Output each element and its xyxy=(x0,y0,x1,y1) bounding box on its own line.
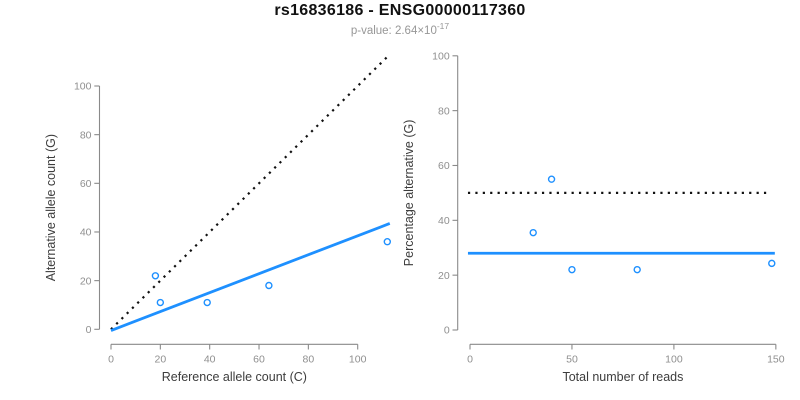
plot-title: rs16836186 - ENSG00000117360 xyxy=(274,2,526,19)
y-tick-label: 80 xyxy=(438,105,450,117)
x-axis-label: Reference allele count (C) xyxy=(162,370,307,384)
x-tick-label: 80 xyxy=(303,354,315,366)
y-tick-label: 40 xyxy=(438,215,450,227)
x-tick-label: 150 xyxy=(767,354,785,366)
x-axis-label: Total number of reads xyxy=(562,370,683,384)
scatter-point xyxy=(633,265,641,274)
y-tick-label: 60 xyxy=(438,160,450,172)
scatter-point xyxy=(768,259,776,268)
pvalue-text: p-value: 2.64×10 xyxy=(350,24,437,37)
fit-line xyxy=(110,222,391,332)
y-axis-label: Alternative allele count (G) xyxy=(44,134,58,281)
scatter-point xyxy=(547,175,556,183)
y-tick-label: 100 xyxy=(74,81,92,93)
y-tick-label: 0 xyxy=(444,325,450,337)
y-tick-label: 60 xyxy=(80,178,92,190)
plot-subtitle: p-value: 2.64×10-17 xyxy=(0,21,800,37)
y-tick-label: 20 xyxy=(438,270,450,282)
scatter-point xyxy=(383,238,392,246)
y-tick-label: 20 xyxy=(80,275,92,287)
identity-line xyxy=(110,54,390,331)
scatter-point xyxy=(156,298,165,307)
y-tick-label: 0 xyxy=(86,324,92,336)
scatter-point xyxy=(203,298,211,307)
x-tick-label: 20 xyxy=(154,354,166,366)
y-tick-label: 40 xyxy=(80,227,92,239)
x-tick-label: 50 xyxy=(566,354,578,366)
y-tick-label: 80 xyxy=(80,129,92,141)
x-tick-label: 100 xyxy=(349,354,367,366)
x-tick-label: 0 xyxy=(467,354,473,366)
scatter-point xyxy=(529,228,537,237)
y-axis-label: Percentage alternative (G) xyxy=(402,120,416,267)
x-tick-label: 0 xyxy=(108,354,114,366)
x-tick-label: 60 xyxy=(253,354,265,366)
scatter-point xyxy=(568,265,576,274)
scatter-point xyxy=(151,272,160,280)
x-tick-label: 100 xyxy=(665,354,683,366)
y-tick-label: 100 xyxy=(432,51,450,63)
scatter-point xyxy=(265,281,273,290)
x-tick-label: 40 xyxy=(204,354,216,366)
pvalue-exponent: -17 xyxy=(436,21,450,31)
